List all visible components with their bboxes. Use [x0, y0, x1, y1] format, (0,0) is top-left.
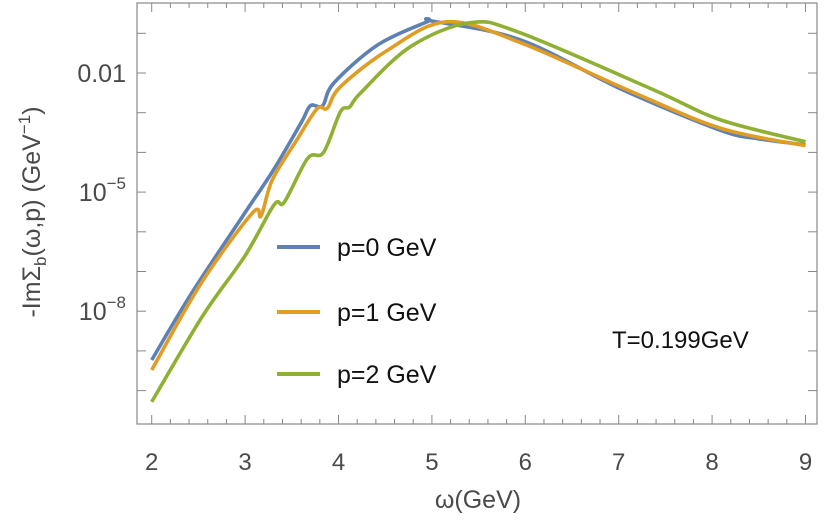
- legend-label: p=2 GeV: [337, 361, 437, 389]
- x-tick-label: 3: [238, 449, 251, 476]
- series-line-p1: [150, 19, 806, 371]
- legend-label: p=0 GeV: [337, 234, 437, 262]
- x-tick-labels: 2 3 4 5 6 7 8 9: [145, 449, 812, 476]
- x-axis-label: ω(GeV): [435, 486, 521, 514]
- y-tick-label: 10−8: [79, 293, 126, 326]
- x-tick-label: 9: [799, 449, 812, 476]
- x-tick-label: 8: [705, 449, 718, 476]
- legend: p=0 GeV p=1 GeV p=2 GeV: [277, 234, 437, 389]
- ticks: [137, 3, 817, 424]
- legend-label: p=1 GeV: [337, 299, 437, 327]
- curves: [150, 16, 806, 403]
- x-tick-label: 7: [612, 449, 625, 476]
- series-line-p0: [150, 16, 806, 361]
- y-tick-label: 10−5: [79, 174, 126, 207]
- series-line-p2: [150, 19, 806, 403]
- x-tick-label: 6: [519, 449, 532, 476]
- y-axis-label: -ImΣb(ω,p) (GeV−1): [15, 106, 50, 317]
- x-tick-label: 4: [332, 449, 345, 476]
- x-tick-label: 2: [145, 449, 158, 476]
- x-tick-label: 5: [425, 449, 438, 476]
- plot-frame: [136, 2, 818, 425]
- y-tick-label: 0.01: [77, 60, 126, 88]
- y-tick-labels: 0.01 10−5 10−8: [77, 60, 126, 326]
- temperature-annotation: T=0.199GeV: [612, 327, 749, 354]
